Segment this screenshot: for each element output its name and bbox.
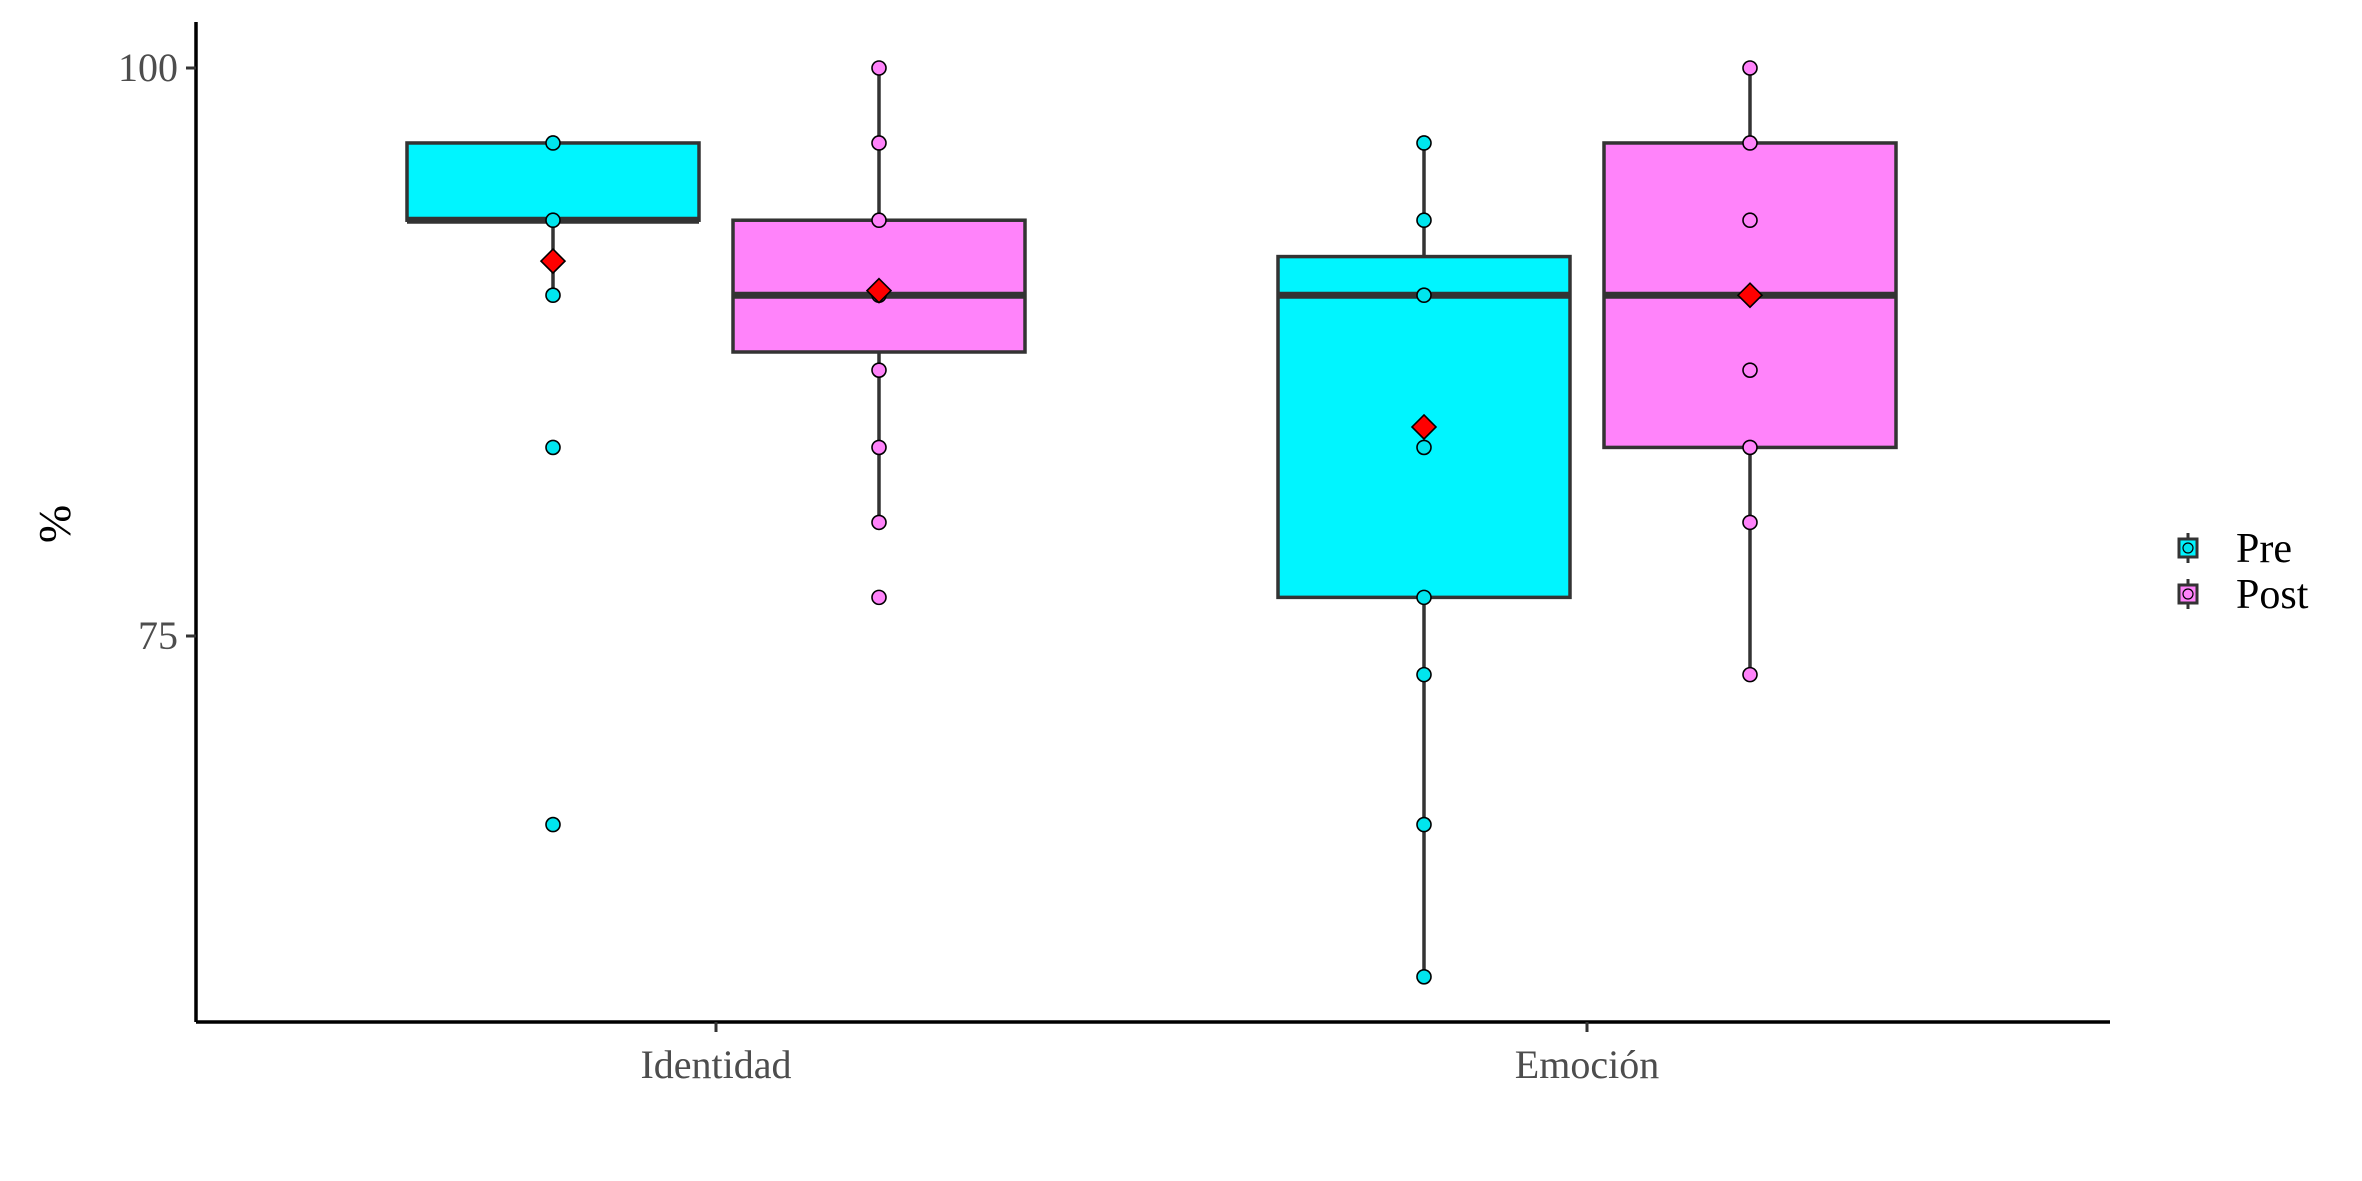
box-pre-1 (1276, 135, 1572, 985)
data-point (1416, 666, 1432, 683)
data-point (871, 362, 887, 378)
data-point (1742, 212, 1758, 229)
legend-item-post: Post (2177, 572, 2309, 618)
data-point (1416, 135, 1432, 151)
data-point (871, 589, 887, 606)
legend-label: Pre (2236, 526, 2292, 572)
data-point (871, 135, 887, 151)
data-point (871, 514, 887, 531)
data-point (1742, 60, 1758, 76)
legend-key-point (2182, 588, 2194, 600)
box-post-0 (731, 60, 1027, 606)
y-tick-label: 75 (138, 613, 178, 658)
data-point (545, 212, 561, 229)
data-point (1742, 362, 1758, 378)
data-point (1742, 666, 1758, 683)
data-point (1416, 589, 1432, 606)
data-point (1742, 514, 1758, 531)
data-point (1742, 439, 1758, 456)
data-point (1416, 968, 1432, 985)
mean-marker (1736, 282, 1764, 309)
data-point (871, 212, 887, 229)
legend-label: Post (2236, 572, 2309, 618)
data-point (1416, 439, 1432, 456)
data-point (1416, 287, 1432, 304)
box-pre-0 (405, 135, 701, 833)
x-tick-label: Emoción (1515, 1042, 1659, 1087)
mean-marker (865, 277, 893, 304)
data-point (871, 60, 887, 76)
data-point (1742, 135, 1758, 151)
mean-marker (1410, 413, 1438, 441)
y-axis-title: % (29, 505, 80, 543)
plot-area (405, 60, 1898, 985)
x-tick-label: Identidad (640, 1042, 791, 1087)
data-point (545, 439, 561, 456)
box-body (405, 141, 701, 222)
data-point (871, 439, 887, 456)
box-post-1 (1602, 60, 1898, 683)
data-point (545, 287, 561, 304)
mean-marker (539, 247, 567, 275)
y-tick-label: 100 (118, 45, 178, 90)
axes: 75 100 Identidad Emoción (118, 22, 2110, 1087)
data-point (1416, 816, 1432, 833)
data-point (1416, 212, 1432, 229)
data-point (545, 135, 561, 151)
data-point (545, 816, 561, 833)
legend-key-point (2182, 542, 2194, 554)
legend-item-pre: Pre (2177, 526, 2292, 572)
